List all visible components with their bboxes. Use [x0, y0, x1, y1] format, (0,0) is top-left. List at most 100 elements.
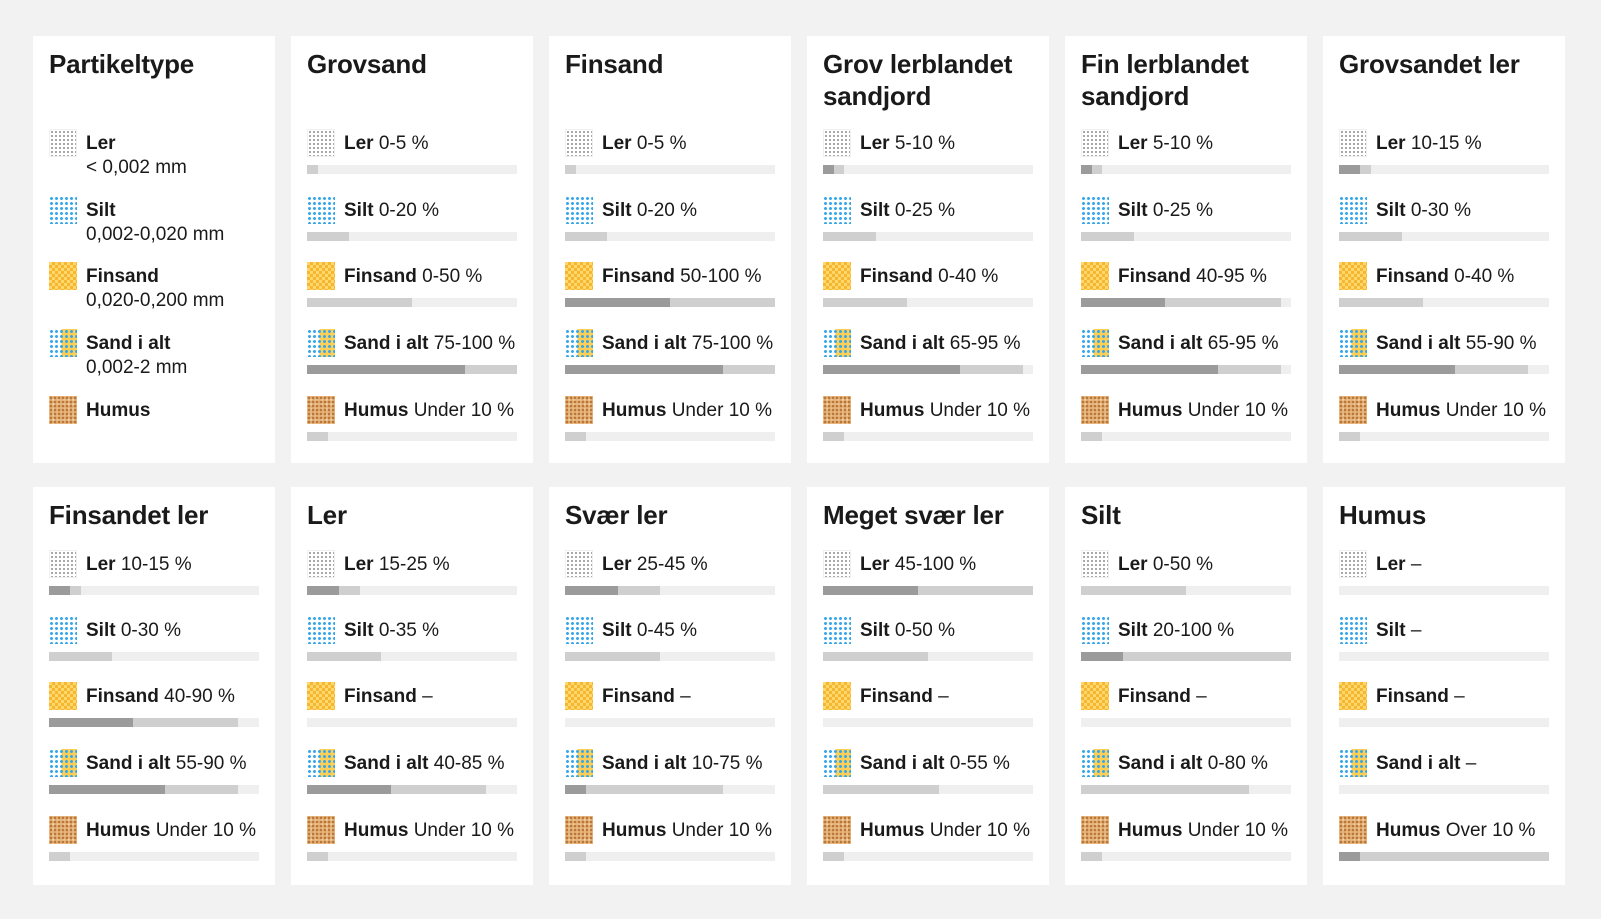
ler-pattern-icon: [307, 129, 335, 157]
composition-row-silt: Silt 0-30 %: [1339, 196, 1549, 242]
component-value: 0-20 %: [378, 200, 440, 221]
soil-title: Humus: [1339, 500, 1427, 530]
silt-pattern-icon: [1081, 196, 1109, 224]
component-name: Ler: [860, 133, 890, 154]
component-name: Finsand: [344, 686, 417, 707]
soil-title: Fin lerblandet sandjord: [1081, 49, 1249, 111]
percentage-bar: [307, 298, 517, 307]
composition-row-sand: Sand i alt 40-85 %: [307, 749, 517, 795]
composition-row-ler: Ler 0-50 %: [1081, 550, 1291, 596]
bar-range: [1081, 298, 1281, 307]
percentage-bar: [1081, 718, 1291, 727]
soil-card-finsand: Finsand Ler 0-5 % Silt 0-20 % Finsand 50-10…: [549, 36, 791, 463]
legend-card: Partikeltype Ler < 0,002 mm Silt 0,002-0,020…: [33, 36, 275, 463]
composition-row-ler: Ler –: [1339, 550, 1549, 596]
composition-row-finsand: Finsand –: [1081, 682, 1291, 728]
ler-pattern-icon: [565, 550, 593, 578]
composition-row-silt: Silt 0-25 %: [823, 196, 1033, 242]
ler-pattern-icon: [1339, 550, 1367, 578]
component-name: Humus: [1376, 820, 1441, 841]
composition-label: Humus Under 10 %: [1376, 399, 1546, 423]
finsand-pattern-icon: [49, 262, 77, 290]
humus-pattern-icon: [49, 396, 77, 424]
composition-label: Ler –: [1376, 553, 1421, 577]
component-name: Sand i alt: [86, 753, 171, 774]
composition-label: Ler 45-100 %: [860, 553, 976, 577]
soil-title: Finsand: [565, 49, 664, 79]
composition-label: Sand i alt 40-85 %: [344, 752, 505, 776]
composition-label: Finsand –: [344, 685, 433, 709]
component-value: Over 10 %: [1445, 820, 1536, 841]
percentage-bar: [823, 718, 1033, 727]
component-name: Sand i alt: [1118, 333, 1203, 354]
legend-item-humus: Humus: [49, 396, 259, 446]
bar-range: [823, 298, 907, 307]
composition-label: Humus Under 10 %: [860, 399, 1030, 423]
bar-range: [307, 852, 328, 861]
composition-row-ler: Ler 5-10 %: [823, 129, 1033, 175]
sand-pattern-icon: [1339, 749, 1367, 777]
component-value: –: [680, 686, 691, 707]
soil-card-grovsand: Grovsand Ler 0-5 % Silt 0-20 % Finsand 0-50…: [291, 36, 533, 463]
legend-item-name: Finsand: [86, 266, 159, 287]
composition-label: Ler 5-10 %: [860, 132, 955, 156]
soil-card-svaer-ler: Svær ler Ler 25-45 % Silt 0-45 % Finsand – S…: [549, 487, 791, 885]
sand-pattern-icon: [1081, 749, 1109, 777]
bar-range: [1081, 165, 1102, 174]
bar-typical: [823, 586, 918, 595]
bar-range: [823, 785, 939, 794]
component-name: Ler: [1376, 554, 1406, 575]
component-value: 50-100 %: [680, 266, 762, 287]
soil-card-silt: Silt Ler 0-50 % Silt 20-100 % Finsand – Sand…: [1065, 487, 1307, 885]
soil-title: Meget svær ler: [823, 500, 1004, 530]
ler-pattern-icon: [823, 129, 851, 157]
legend-item-name: Ler: [86, 133, 116, 154]
bar-typical: [823, 165, 834, 174]
percentage-bar: [49, 718, 259, 727]
percentage-bar: [823, 586, 1033, 595]
composition-label: Sand i alt 0-55 %: [860, 752, 1010, 776]
bar-range: [307, 165, 318, 174]
sand-pattern-icon: [49, 749, 77, 777]
composition-label: Humus Over 10 %: [1376, 819, 1535, 843]
component-value: –: [938, 686, 949, 707]
component-value: 0-45 %: [636, 620, 698, 641]
component-value: 40-90 %: [164, 686, 235, 707]
sand-pattern-icon: [565, 749, 593, 777]
composition-label: Ler 0-5 %: [344, 132, 429, 156]
percentage-bar: [1339, 298, 1549, 307]
composition-row-humus: Humus Under 10 %: [1339, 396, 1549, 442]
bar-range: [823, 232, 876, 241]
finsand-pattern-icon: [823, 682, 851, 710]
component-name: Silt: [86, 620, 116, 641]
composition-label: Humus Under 10 %: [344, 819, 514, 843]
percentage-bar: [49, 652, 259, 661]
finsand-pattern-icon: [565, 262, 593, 290]
sand-pattern-icon: [1339, 329, 1367, 357]
soil-card-finsandet-ler: Finsandet ler Ler 10-15 % Silt 0-30 % Finsa…: [33, 487, 275, 885]
percentage-bar: [1081, 652, 1291, 661]
composition-row-sand: Sand i alt 0-80 %: [1081, 749, 1291, 795]
component-value: –: [1410, 620, 1422, 641]
bar-range: [823, 586, 1033, 595]
component-value: 0-40 %: [938, 266, 999, 287]
component-name: Sand i alt: [860, 753, 945, 774]
composition-label: Silt 0-20 %: [344, 199, 439, 223]
soil-card-fin-lerblandet-sandjord: Fin lerblandet sandjord Ler 5-10 % Silt 0-…: [1065, 36, 1307, 463]
component-name: Sand i alt: [602, 753, 687, 774]
composition-row-ler: Ler 10-15 %: [1339, 129, 1549, 175]
bar-range: [1081, 785, 1249, 794]
soil-card-meget-svaer-ler: Meget svær ler Ler 45-100 % Silt 0-50 % Fin…: [807, 487, 1049, 885]
legend-item-size: 0,002-0,020 mm: [86, 224, 225, 245]
composition-label: Finsand –: [1376, 685, 1465, 709]
bar-typical: [565, 365, 723, 374]
bar-range: [1081, 852, 1102, 861]
composition-label: Sand i alt 65-95 %: [1118, 332, 1279, 356]
composition-row-finsand: Finsand 40-95 %: [1081, 262, 1291, 308]
percentage-bar: [307, 652, 517, 661]
humus-pattern-icon: [823, 816, 851, 844]
bar-range: [49, 652, 112, 661]
bar-typical: [1081, 365, 1218, 374]
percentage-bar: [565, 852, 775, 861]
component-value: 0-5 %: [378, 133, 429, 154]
